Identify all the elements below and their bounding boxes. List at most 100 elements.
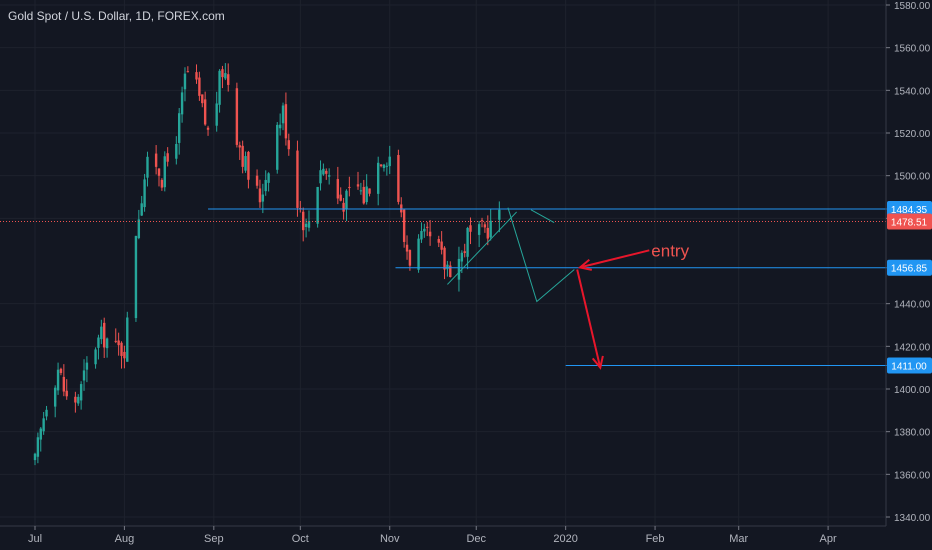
- candle-body: [400, 204, 403, 213]
- candle-body: [486, 227, 489, 239]
- candle-body: [134, 235, 138, 319]
- candle-body: [146, 156, 149, 178]
- candle-body: [307, 221, 311, 228]
- candle-body: [417, 238, 420, 270]
- price-label: 1484.35: [891, 205, 928, 216]
- price-label-box: [887, 213, 932, 230]
- price-tick-label: 1360.00: [894, 470, 931, 481]
- candle-body: [59, 368, 63, 373]
- candle-body: [221, 69, 224, 78]
- candle-body: [480, 220, 484, 222]
- candle-body: [267, 173, 270, 183]
- candle-body: [405, 244, 409, 252]
- time-tick-label: Nov: [380, 533, 400, 545]
- candle-body: [53, 387, 57, 407]
- candle-body: [287, 140, 290, 150]
- candle-body: [498, 209, 501, 220]
- candle-body: [457, 258, 461, 280]
- price-label: 1411.00: [891, 362, 927, 373]
- candle-body: [368, 188, 371, 194]
- wedge-line: [530, 209, 555, 224]
- price-tick-label: 1580.00: [894, 1, 931, 12]
- candle-body: [241, 145, 244, 167]
- candle-body: [117, 340, 120, 346]
- candle-body: [460, 252, 464, 262]
- grid: [0, 0, 886, 526]
- candle-body: [103, 322, 106, 348]
- candle-body: [114, 340, 117, 342]
- candle-body: [428, 231, 432, 237]
- candle-body: [85, 362, 89, 370]
- candle-body: [201, 94, 204, 104]
- candle-body: [426, 226, 429, 228]
- candle-body: [183, 73, 187, 90]
- candle-body: [186, 71, 190, 73]
- price-tick-label: 1380.00: [894, 428, 931, 439]
- candle-body: [258, 188, 262, 203]
- price-tick-label: 1540.00: [894, 86, 931, 97]
- projection-path: [507, 207, 575, 303]
- candle-body: [163, 156, 166, 188]
- candle-body: [449, 265, 452, 278]
- candle-body: [402, 209, 406, 242]
- candle-body: [261, 194, 265, 202]
- entry-arrow: [579, 249, 650, 269]
- candle-body: [466, 227, 469, 257]
- entry-arrow-head: [577, 258, 593, 271]
- drawings-layer: entry: [0, 207, 927, 370]
- price-tick-label: 1340.00: [894, 513, 931, 524]
- candle-body: [157, 168, 161, 176]
- candle-body: [359, 190, 363, 192]
- price-tick-label: 1520.00: [894, 129, 931, 140]
- chart-title: Gold Spot / U.S. Dollar, 1D, FOREX.com: [8, 9, 225, 23]
- candle-body: [376, 162, 380, 194]
- candle-body: [463, 251, 466, 253]
- drop-arrow-head: [591, 355, 604, 370]
- candle-body: [348, 186, 351, 188]
- candle-body: [327, 175, 331, 177]
- candle-body: [443, 247, 446, 270]
- candle-body: [238, 145, 241, 148]
- price-tick-label: 1560.00: [894, 44, 931, 55]
- candle-series: [33, 63, 501, 466]
- candle-body: [100, 326, 103, 340]
- candle-body: [278, 124, 282, 129]
- time-tick-label: Jul: [28, 533, 42, 545]
- candle-body: [180, 92, 184, 115]
- candle-body: [94, 349, 97, 365]
- candle-body: [36, 437, 40, 457]
- candle-body: [437, 239, 440, 243]
- candle-body: [39, 428, 42, 440]
- candle-body: [33, 453, 37, 461]
- candle-body: [203, 99, 207, 125]
- candle-body: [65, 390, 68, 397]
- candle-body: [82, 370, 86, 381]
- candle-body: [420, 230, 423, 240]
- price-label: 1478.51: [891, 218, 928, 229]
- candle-body: [143, 179, 146, 208]
- price-labels: 1484.35 1478.51 1456.85 1411.00: [887, 201, 932, 374]
- drop-arrow: [576, 269, 602, 368]
- candle-body: [206, 127, 210, 130]
- candle-body: [388, 156, 391, 167]
- candle-body: [166, 153, 169, 162]
- candle-body: [160, 179, 164, 188]
- candle-body: [105, 338, 109, 349]
- price-tick-label: 1400.00: [894, 385, 931, 396]
- candle-body: [385, 165, 389, 167]
- candle-body: [97, 337, 100, 348]
- time-axis[interactable]: Jul Aug Sep Oct Nov Dec 2020 Feb Mar Apr: [28, 526, 837, 545]
- candle-body: [244, 156, 247, 171]
- price-label-box: [887, 357, 932, 374]
- candle-body: [255, 175, 259, 186]
- price-tick-label: 1440.00: [894, 300, 931, 311]
- candle-body: [304, 223, 308, 227]
- candle-body: [365, 186, 368, 203]
- candle-body: [120, 342, 123, 356]
- entry-annotation: entry: [651, 241, 689, 260]
- candle-body: [423, 228, 426, 232]
- candle-body: [137, 219, 141, 239]
- candle-body: [322, 168, 325, 175]
